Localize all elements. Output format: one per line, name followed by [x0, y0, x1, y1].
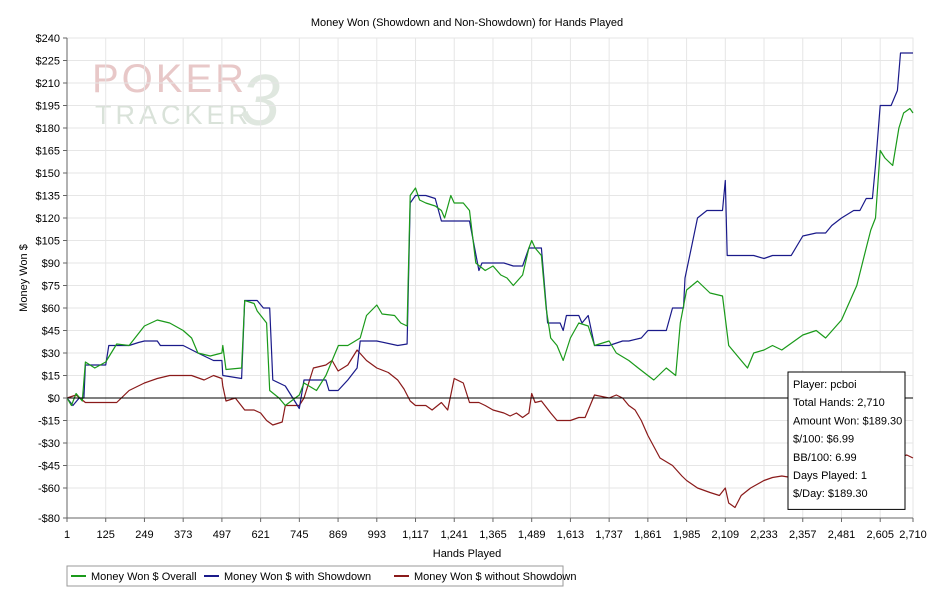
- x-tick-label: 249: [135, 529, 153, 541]
- x-tick-label: 373: [174, 529, 192, 541]
- y-tick-label: $150: [36, 168, 60, 180]
- y-tick-label: $180: [36, 123, 60, 135]
- y-tick-label: -$30: [38, 438, 60, 450]
- x-tick-label: 745: [290, 529, 308, 541]
- info-box-line: Amount Won: $189.30: [793, 415, 902, 427]
- info-box-line: Player: pcboi: [793, 379, 857, 391]
- x-tick-label: 1,861: [634, 529, 662, 541]
- y-tick-label: -$15: [38, 416, 60, 428]
- series-lines: [66, 52, 914, 509]
- info-box-frame: [787, 371, 906, 510]
- y-tick-label: $60: [42, 303, 60, 315]
- y-tick-label: $135: [36, 191, 60, 203]
- y-tick-label: $165: [36, 146, 60, 158]
- x-tick-label: 1,365: [479, 529, 507, 541]
- axes: -$80 -$60 -$45 -$30 -$15 $0 $15 $30 $45 $60 $75 $90…: [36, 33, 927, 541]
- y-tick-label: -$60: [38, 483, 60, 495]
- y-tick-label: $75: [42, 281, 60, 293]
- legend-label: Money Won $ Overall: [91, 571, 197, 583]
- y-tick-label: $15: [42, 371, 60, 383]
- x-tick-label: 1,613: [557, 529, 585, 541]
- info-box-line: $/100: $6.99: [793, 434, 854, 446]
- x-tick-label: 1,489: [518, 529, 546, 541]
- y-tick-label: $210: [36, 78, 60, 90]
- y-tick-label: $240: [36, 33, 60, 45]
- y-tick-label: $90: [42, 258, 60, 270]
- x-tick-label: 1,737: [595, 529, 623, 541]
- x-tick-label: 1,117: [402, 529, 429, 541]
- y-tick-label: -$80: [38, 513, 60, 525]
- x-tick-label: 2,481: [828, 529, 856, 541]
- info-box-line: $/Day: $189.30: [793, 488, 868, 500]
- x-tick-label: 993: [368, 529, 386, 541]
- series-line: [66, 349, 914, 509]
- y-tick-label: $225: [36, 56, 60, 68]
- y-axis-label: Money Won $: [18, 244, 30, 312]
- watermark-text-poker: POKER: [92, 57, 247, 101]
- x-tick-label: 2,605: [866, 529, 894, 541]
- y-tick-label: $105: [36, 236, 60, 248]
- x-tick-label: 497: [213, 529, 231, 541]
- watermark-text-mark: 3: [240, 61, 280, 141]
- legend-label: Money Won $ with Showdown: [224, 571, 371, 583]
- series-line: [66, 107, 914, 407]
- x-tick-label: 2,710: [899, 529, 927, 541]
- y-tick-label: $0: [48, 393, 60, 405]
- x-tick-label: 1: [64, 529, 70, 541]
- x-tick-label: 1,241: [440, 529, 468, 541]
- x-tick-label: 2,233: [750, 529, 778, 541]
- y-tick-label: -$45: [38, 461, 60, 473]
- info-box-line: Total Hands: 2,710: [793, 397, 885, 409]
- x-tick-label: 2,109: [712, 529, 740, 541]
- x-tick-label: 621: [251, 529, 269, 541]
- legend-label: Money Won $ without Showdown: [414, 571, 576, 583]
- chart-title: Money Won (Showdown and Non-Showdown) fo…: [311, 17, 623, 29]
- x-tick-label: 2,357: [789, 529, 817, 541]
- y-tick-label: $195: [36, 101, 60, 113]
- y-tick-label: $45: [42, 326, 60, 338]
- x-tick-label: 125: [97, 529, 115, 541]
- info-box-line: Days Played: 1: [793, 470, 867, 482]
- legend-frame: [66, 565, 564, 587]
- x-tick-label: 1,985: [673, 529, 701, 541]
- legend: Money Won $ Overall Money Won $ with Show…: [66, 565, 576, 587]
- watermark-text-tracker: TRACKER: [95, 100, 252, 130]
- x-axis-label: Hands Played: [433, 548, 502, 560]
- info-box: Player: pcboi Total Hands: 2,710 Amount Wo…: [787, 371, 906, 510]
- y-tick-label: $30: [42, 348, 60, 360]
- x-tick-label: 869: [329, 529, 347, 541]
- info-box-line: BB/100: 6.99: [793, 452, 857, 464]
- y-tick-label: $120: [36, 213, 60, 225]
